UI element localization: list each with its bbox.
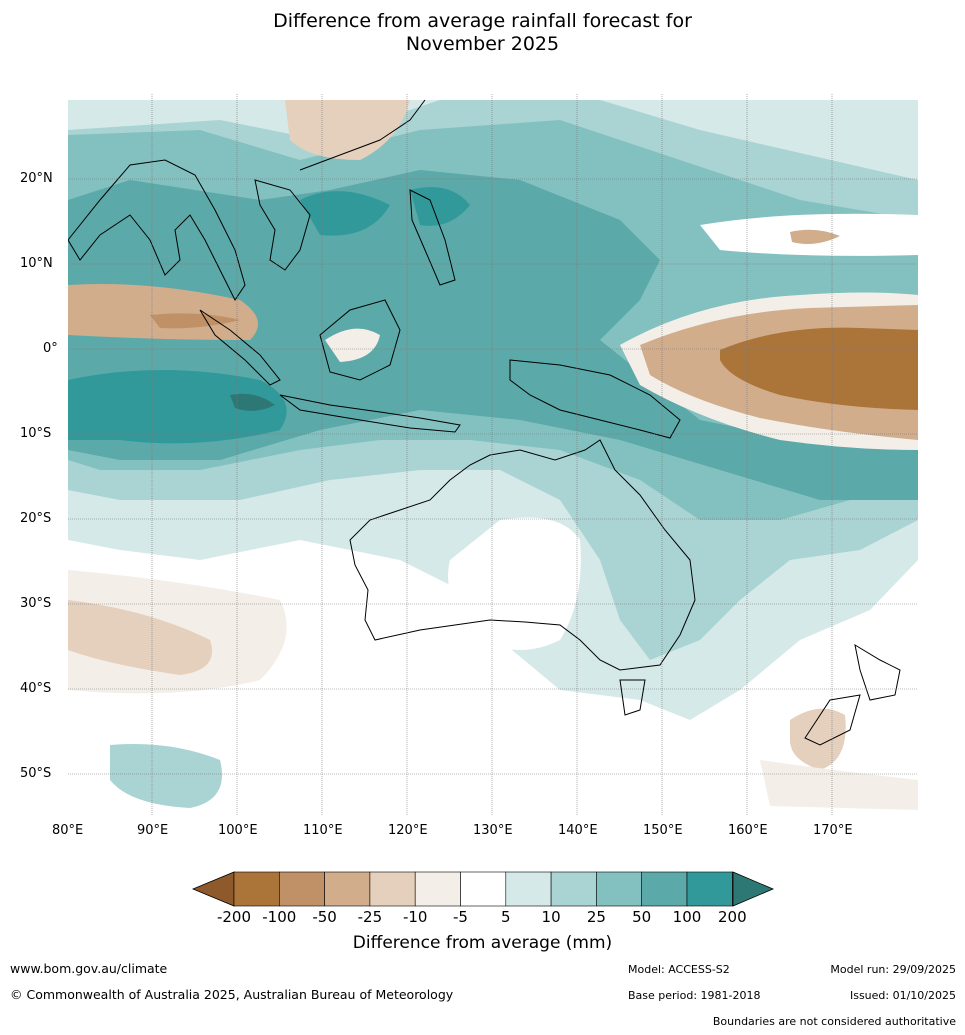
dry-core-southern-ocean — [68, 600, 212, 675]
dry-zone-indian-ocean — [68, 284, 258, 340]
colorbar-tick-label: 50 — [632, 908, 652, 926]
wet-core-extreme — [230, 393, 275, 411]
lat-label-10s: 10°S — [20, 426, 52, 441]
wet-core-philippines — [410, 187, 470, 226]
colorbar-cell — [686, 871, 733, 907]
lat-label-20s: 20°S — [20, 511, 52, 526]
tasmania-coast — [619, 679, 646, 716]
colorbar-cell — [596, 871, 643, 907]
colorbar-cell — [324, 871, 371, 907]
wet-zone-southern-ocean — [110, 744, 222, 808]
footer-issued: Issued: 01/10/2025 — [849, 989, 956, 1002]
lon-label-170e: 170°E — [813, 823, 853, 838]
footer-copyright: © Commonwealth of Australia 2025, Austra… — [10, 987, 454, 1002]
colorbar-tick-label: -10 — [402, 908, 428, 926]
colorbar-tick-label: 5 — [501, 908, 511, 926]
lon-label-120e: 120°E — [388, 823, 428, 838]
china-coast — [299, 99, 426, 171]
gridlines — [68, 94, 918, 816]
wet-core-south-china-sea — [300, 191, 390, 236]
colorbar-tick-label: 100 — [672, 908, 702, 926]
colorbar-cell — [233, 871, 280, 907]
colorbar-tick-label: -100 — [262, 908, 297, 926]
colorbar-low-extend — [191, 871, 235, 907]
colorbar-cell — [460, 871, 507, 907]
footer-model-run: Model run: 29/09/2025 — [830, 963, 956, 976]
lon-label-150e: 150°E — [643, 823, 683, 838]
title-line-1: Difference from average rainfall forecas… — [273, 10, 692, 32]
lat-label-40s: 40°S — [20, 681, 52, 696]
dry-zone-tasman — [760, 760, 918, 810]
indochina-coast — [254, 179, 311, 271]
colorbar-tick-label: -5 — [453, 908, 468, 926]
colorbar-cell — [505, 871, 552, 907]
colorbar-tick-label: -200 — [216, 908, 252, 926]
lat-label-30s: 30°S — [20, 596, 52, 611]
indonesia-coast — [279, 394, 461, 433]
dry-patch-north-pacific — [790, 229, 840, 244]
colorbar-tick-label: -50 — [312, 908, 337, 926]
colorbar-label: Difference from average (mm) — [352, 933, 613, 953]
colorbar-tick-label: 200 — [717, 908, 747, 926]
colorbar — [191, 871, 775, 907]
lon-label-110e: 110°E — [303, 823, 343, 838]
lon-label-160e: 160°E — [728, 823, 768, 838]
dry-core-pacific — [720, 327, 918, 410]
footer-base-period: Base period: 1981-2018 — [628, 989, 761, 1002]
neutral-zone-australia — [448, 517, 581, 650]
footer-model: Model: ACCESS-S2 — [628, 963, 730, 976]
colorbar-high-extend — [732, 871, 775, 907]
map-field — [68, 94, 918, 816]
colorbar-tick-label: 25 — [586, 908, 606, 926]
lat-label-eq: 0° — [43, 341, 58, 356]
nz-south-coast — [804, 694, 861, 746]
sumatra-coast — [199, 309, 281, 386]
colorbar-cells — [233, 871, 733, 907]
australia-coast — [349, 439, 696, 671]
asia-mainland-coast — [68, 159, 246, 301]
lon-label-80e: 80°E — [52, 823, 84, 838]
colorbar-tick-label: 10 — [541, 908, 561, 926]
lon-label-130e: 130°E — [473, 823, 513, 838]
coastlines — [68, 99, 901, 746]
chart-title: Difference from average rainfall forecas… — [0, 10, 965, 56]
footer-website[interactable]: www.bom.gov.au/climate — [10, 961, 168, 976]
title-line-2: November 2025 — [405, 33, 560, 55]
lon-label-90e: 90°E — [137, 823, 169, 838]
dry-zone-china — [285, 100, 410, 160]
lat-label-20n: 20°N — [20, 171, 53, 186]
colorbar-cell — [278, 871, 325, 907]
colorbar-cell — [641, 871, 688, 907]
philippines-coast — [409, 189, 456, 286]
colorbar-cell — [550, 871, 597, 907]
footer-disclaimer: Boundaries are not considered authoritat… — [712, 1015, 956, 1028]
borneo-coast — [319, 299, 401, 381]
colorbar-cell — [369, 871, 416, 907]
lon-label-100e: 100°E — [218, 823, 258, 838]
lat-label-50s: 50°S — [20, 766, 52, 781]
lon-label-140e: 140°E — [558, 823, 598, 838]
nz-north-coast — [854, 643, 901, 701]
dry-core-indian-ocean — [150, 313, 240, 329]
lat-label-10n: 10°N — [20, 256, 53, 271]
colorbar-cell — [414, 871, 461, 907]
dry-zone-borneo — [325, 328, 380, 362]
new-guinea-coast — [509, 359, 681, 439]
wet-core-indian-ocean — [68, 370, 287, 444]
colorbar-tick-label: -25 — [357, 908, 383, 926]
